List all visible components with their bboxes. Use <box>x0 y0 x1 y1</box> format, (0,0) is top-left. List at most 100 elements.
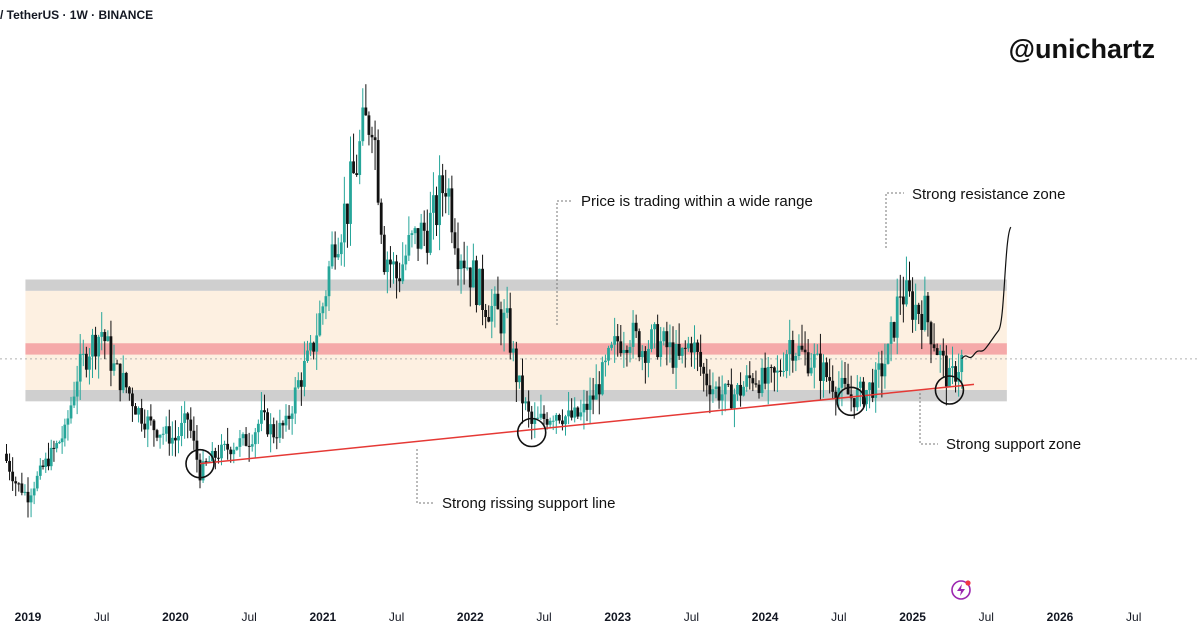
x-axis: 2019 Jul 2020 Jul 2021 Jul 2022 Jul 2023 Jul 2024 J… <box>15 610 1142 624</box>
candle-body <box>290 413 294 419</box>
candle-body <box>671 342 675 368</box>
candle-body <box>44 458 48 467</box>
candle-body <box>137 408 140 415</box>
candle-body <box>650 329 653 349</box>
candle-body <box>760 367 764 394</box>
candle-body <box>32 488 36 496</box>
candle-body <box>312 342 316 352</box>
candle-body <box>78 353 82 382</box>
lightning-bolt-icon[interactable] <box>951 580 971 600</box>
candle-body <box>364 107 368 116</box>
candle-body <box>911 291 914 320</box>
candle-body <box>785 354 789 372</box>
candle-body <box>281 422 285 426</box>
candle-body <box>250 444 254 447</box>
candle-body <box>567 410 570 417</box>
candle-body <box>361 107 365 142</box>
candle-body <box>791 339 795 361</box>
candle-body <box>895 296 899 338</box>
candle-body <box>5 453 8 461</box>
candle-body <box>788 339 792 355</box>
candle-body <box>889 322 893 344</box>
candle-body <box>613 336 617 345</box>
candle-body <box>444 193 448 197</box>
candle-body <box>376 140 380 203</box>
candle-body <box>428 212 432 253</box>
candle-body <box>616 336 620 342</box>
candle-body <box>207 461 211 463</box>
candle-body <box>97 336 101 357</box>
candle-body <box>266 412 269 435</box>
projection-path <box>961 226 1012 360</box>
candle-body <box>920 313 924 330</box>
candle-body <box>75 381 79 397</box>
candle-body <box>806 352 810 374</box>
candle-body <box>336 254 340 258</box>
candle-body <box>751 378 755 384</box>
candle-body <box>432 195 435 213</box>
candle-body <box>564 416 567 425</box>
candle-body <box>198 459 202 481</box>
candle-body <box>287 415 291 419</box>
candle-body <box>471 260 475 288</box>
candle-body <box>840 377 844 388</box>
candle-body <box>204 461 208 463</box>
candle-body <box>47 458 50 467</box>
candle-body <box>803 349 807 353</box>
symbol-header: / TetherUS · 1W · BINANCE <box>0 8 153 22</box>
candle-body <box>699 351 703 367</box>
candle-body <box>106 336 110 342</box>
candle-body <box>677 343 681 356</box>
candle-body <box>370 134 374 138</box>
candle-body <box>576 407 580 417</box>
candle-body <box>739 384 742 396</box>
x-tick-label: 2026 <box>1047 610 1074 624</box>
annotation-connector <box>416 449 434 504</box>
candle-body <box>14 481 18 484</box>
candle-body <box>665 331 669 348</box>
candle-body <box>766 367 770 384</box>
candle-body <box>815 353 819 355</box>
candle-body <box>690 343 693 353</box>
candle-body <box>118 363 122 391</box>
candle-body <box>189 419 193 431</box>
candle-body <box>425 230 429 253</box>
candle-body <box>944 355 948 387</box>
candle-body <box>385 259 389 273</box>
candle-body <box>131 393 134 407</box>
candle-body <box>812 354 816 368</box>
candle-body <box>862 381 865 405</box>
candle-body <box>754 383 758 385</box>
candle-body <box>8 460 11 472</box>
candle-body <box>149 416 153 421</box>
candle-body <box>696 342 699 352</box>
candle-body <box>892 322 896 338</box>
candle-body <box>865 390 868 405</box>
candle-body <box>926 295 930 323</box>
candle-body <box>146 416 150 430</box>
candle-body <box>588 395 592 410</box>
candle-body <box>392 261 395 265</box>
candle-body <box>152 420 156 431</box>
candle-body <box>622 349 626 354</box>
candle-body <box>244 434 248 446</box>
candle-body <box>511 348 515 353</box>
x-tick-label: 2019 <box>15 610 42 624</box>
candle-body <box>521 375 524 404</box>
candle-body <box>557 414 561 421</box>
annotation-support-line-label: Strong rissing support line <box>442 495 615 512</box>
candle-body <box>367 115 371 135</box>
x-tick-label: 2023 <box>604 610 631 624</box>
candle-body <box>269 424 273 435</box>
candle-body <box>742 386 746 396</box>
candle-body <box>948 367 951 387</box>
x-tick-label: Jul <box>831 610 846 624</box>
candle-body <box>825 362 828 378</box>
touch-circle <box>516 417 547 448</box>
candle-body <box>917 304 921 314</box>
candle-body <box>837 387 841 399</box>
candle-body <box>260 410 263 424</box>
candle-body <box>846 383 850 395</box>
